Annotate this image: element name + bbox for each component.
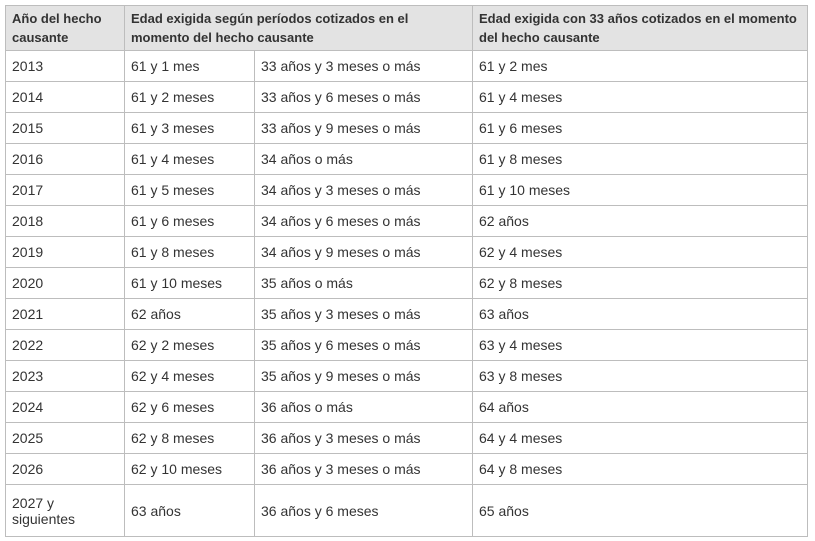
table-row: 2025 62 y 8 meses 36 años y 3 meses o más 6… [5, 422, 808, 454]
year-cell: 2016 [5, 143, 125, 175]
age-cell: 62 y 4 meses [124, 360, 255, 392]
year-cell: 2015 [5, 112, 125, 144]
table-row: 2021 62 años 35 años y 3 meses o más 63 año… [5, 298, 808, 330]
age-33-years-cell: 64 y 4 meses [472, 422, 808, 454]
age-33-years-cell: 61 y 6 meses [472, 112, 808, 144]
contribution-period-cell: 34 años y 3 meses o más [254, 174, 473, 206]
table-row: 2017 61 y 5 meses 34 años y 3 meses o más 6… [5, 174, 808, 206]
table-row: 2016 61 y 4 meses 34 años o más 61 y 8 mese… [5, 143, 808, 175]
table-row: 2019 61 y 8 meses 34 años y 9 meses o más 6… [5, 236, 808, 268]
table-row: 2023 62 y 4 meses 35 años y 9 meses o más 6… [5, 360, 808, 392]
age-cell: 62 años [124, 298, 255, 330]
age-cell: 63 años [124, 484, 255, 537]
table-row: 2020 61 y 10 meses 35 años o más 62 y 8 mes… [5, 267, 808, 299]
year-cell: 2026 [5, 453, 125, 485]
header-required-age-by-period: Edad exigida según períodos cotizados en… [124, 5, 473, 51]
age-33-years-cell: 63 y 4 meses [472, 329, 808, 361]
age-33-years-cell: 62 y 8 meses [472, 267, 808, 299]
contribution-period-cell: 35 años y 6 meses o más [254, 329, 473, 361]
header-year: Año del hecho causante [5, 5, 125, 51]
table-row: 2027 y siguientes 63 años 36 años y 6 mese… [5, 484, 808, 537]
age-cell: 62 y 2 meses [124, 329, 255, 361]
contribution-period-cell: 35 años y 9 meses o más [254, 360, 473, 392]
contribution-period-cell: 33 años y 3 meses o más [254, 50, 473, 82]
age-cell: 62 y 6 meses [124, 391, 255, 423]
year-cell: 2019 [5, 236, 125, 268]
year-cell: 2024 [5, 391, 125, 423]
year-cell: 2025 [5, 422, 125, 454]
year-cell: 2027 y siguientes [5, 484, 125, 537]
year-cell: 2017 [5, 174, 125, 206]
contribution-period-cell: 36 años y 3 meses o más [254, 422, 473, 454]
age-cell: 61 y 6 meses [124, 205, 255, 237]
age-33-years-cell: 62 y 4 meses [472, 236, 808, 268]
table-row: 2024 62 y 6 meses 36 años o más 64 años [5, 391, 808, 423]
contribution-period-cell: 34 años y 9 meses o más [254, 236, 473, 268]
age-33-years-cell: 65 años [472, 484, 808, 537]
contribution-period-cell: 34 años y 6 meses o más [254, 205, 473, 237]
age-cell: 61 y 1 mes [124, 50, 255, 82]
contribution-period-cell: 36 años y 3 meses o más [254, 453, 473, 485]
age-33-years-cell: 61 y 8 meses [472, 143, 808, 175]
year-cell: 2023 [5, 360, 125, 392]
contribution-period-cell: 33 años y 9 meses o más [254, 112, 473, 144]
age-cell: 61 y 10 meses [124, 267, 255, 299]
table-row: 2026 62 y 10 meses 36 años y 3 meses o más… [5, 453, 808, 485]
table-row: 2018 61 y 6 meses 34 años y 6 meses o más 6… [5, 205, 808, 237]
age-cell: 61 y 5 meses [124, 174, 255, 206]
year-cell: 2018 [5, 205, 125, 237]
age-33-years-cell: 64 y 8 meses [472, 453, 808, 485]
age-cell: 62 y 10 meses [124, 453, 255, 485]
age-33-years-cell: 61 y 2 mes [472, 50, 808, 82]
year-cell: 2013 [5, 50, 125, 82]
age-33-years-cell: 63 años [472, 298, 808, 330]
contribution-period-cell: 33 años y 6 meses o más [254, 81, 473, 113]
contribution-period-cell: 36 años o más [254, 391, 473, 423]
table-row: 2014 61 y 2 meses 33 años y 6 meses o más 6… [5, 81, 808, 113]
age-cell: 61 y 2 meses [124, 81, 255, 113]
year-cell: 2014 [5, 81, 125, 113]
age-33-years-cell: 61 y 10 meses [472, 174, 808, 206]
year-cell: 2022 [5, 329, 125, 361]
age-cell: 61 y 4 meses [124, 143, 255, 175]
age-cell: 61 y 3 meses [124, 112, 255, 144]
year-cell: 2020 [5, 267, 125, 299]
contribution-period-cell: 35 años o más [254, 267, 473, 299]
age-cell: 61 y 8 meses [124, 236, 255, 268]
contribution-period-cell: 35 años y 3 meses o más [254, 298, 473, 330]
table-row: 2022 62 y 2 meses 35 años y 6 meses o más 6… [5, 329, 808, 361]
age-33-years-cell: 64 años [472, 391, 808, 423]
header-required-age-33-years: Edad exigida con 33 años cotizados en el… [472, 5, 808, 51]
retirement-age-table: Año del hecho causante Edad exigida segú… [5, 5, 808, 537]
table-row: 2013 61 y 1 mes 33 años y 3 meses o más 61 … [5, 50, 808, 82]
contribution-period-cell: 36 años y 6 meses [254, 484, 473, 537]
age-33-years-cell: 61 y 4 meses [472, 81, 808, 113]
header-row: Año del hecho causante Edad exigida segú… [5, 5, 808, 51]
age-cell: 62 y 8 meses [124, 422, 255, 454]
age-33-years-cell: 62 años [472, 205, 808, 237]
table-row: 2015 61 y 3 meses 33 años y 9 meses o más 6… [5, 112, 808, 144]
age-33-years-cell: 63 y 8 meses [472, 360, 808, 392]
contribution-period-cell: 34 años o más [254, 143, 473, 175]
year-cell: 2021 [5, 298, 125, 330]
